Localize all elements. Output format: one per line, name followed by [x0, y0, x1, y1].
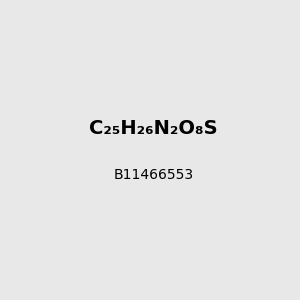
Text: C₂₅H₂₆N₂O₈S: C₂₅H₂₆N₂O₈S: [89, 119, 218, 138]
Text: B11466553: B11466553: [114, 168, 194, 182]
